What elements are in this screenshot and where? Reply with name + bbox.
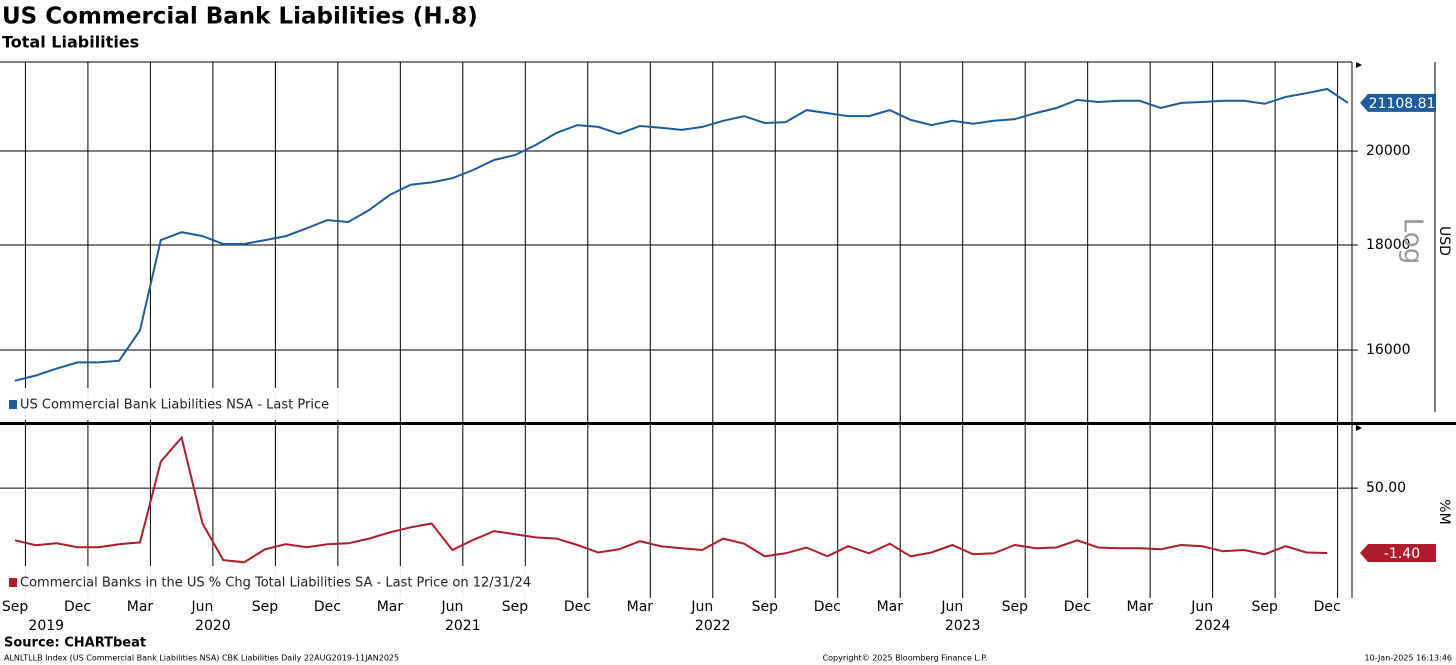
- last-value-label: 21108.81: [1369, 96, 1436, 112]
- x-year-label: 2020: [195, 618, 231, 634]
- x-year-label: 2024: [1195, 618, 1231, 634]
- x-tick-label: Sep: [502, 599, 529, 615]
- chart-subtitle: Total Liabilities: [2, 33, 139, 52]
- x-year-label: 2019: [28, 618, 64, 634]
- last-value-tag: [1360, 544, 1436, 563]
- x-tick-label: Sep: [1252, 599, 1279, 615]
- legend-box: [5, 566, 556, 598]
- legend-label: US Commercial Bank Liabilities NSA - Las…: [20, 398, 329, 413]
- x-tick-label: Jun: [191, 599, 214, 615]
- x-tick-label: Mar: [377, 599, 404, 615]
- scale-label: Log: [1398, 218, 1428, 264]
- y-tick-label: 20000: [1366, 143, 1411, 159]
- legend-swatch: [9, 578, 17, 587]
- x-year-label: 2021: [445, 618, 481, 634]
- x-year-label: 2022: [695, 618, 731, 634]
- y-tick-label: 18000: [1366, 237, 1411, 253]
- x-tick-label: Mar: [127, 599, 154, 615]
- y-tick-label: 16000: [1366, 342, 1411, 358]
- data-line: [14, 87, 1349, 382]
- x-tick-label: Mar: [1127, 599, 1154, 615]
- x-tick-label: Mar: [877, 599, 904, 615]
- x-tick-label: Dec: [564, 599, 591, 615]
- y-tick-label: 50.00: [1366, 480, 1406, 496]
- x-tick-label: Jun: [940, 599, 963, 615]
- x-tick-label: Sep: [752, 599, 779, 615]
- source: Source: CHARTbeat: [4, 636, 146, 651]
- axis-arrow: [1356, 425, 1362, 431]
- x-tick-label: Sep: [252, 599, 279, 615]
- chart-title: US Commercial Bank Liabilities (H.8): [2, 4, 478, 30]
- x-tick-label: Jun: [690, 599, 713, 615]
- footer-copyright: Copyright© 2025 Bloomberg Finance L.P.: [823, 654, 988, 663]
- x-tick-label: Dec: [1314, 599, 1341, 615]
- legend-swatch: [9, 400, 17, 409]
- x-tick-label: Sep: [2, 599, 29, 615]
- legend-box: [5, 388, 344, 420]
- footer-timestamp: 10-Jan-2025 16:13:46: [1364, 654, 1452, 663]
- x-year-label: 2023: [945, 618, 981, 634]
- x-tick-label: Sep: [1002, 599, 1029, 615]
- axis-arrow: [1356, 62, 1362, 68]
- x-tick-label: Dec: [1064, 599, 1091, 615]
- footer-index: ALNLTLLB Index (US Commercial Bank Liabi…: [4, 654, 399, 663]
- x-tick-label: Dec: [314, 599, 341, 615]
- y-axis-label: USD: [1436, 226, 1452, 256]
- x-tick-label: Dec: [64, 599, 91, 615]
- x-tick-label: Jun: [440, 599, 463, 615]
- last-value-label: -1.40: [1384, 546, 1420, 562]
- x-tick-label: Mar: [627, 599, 654, 615]
- x-tick-label: Dec: [814, 599, 841, 615]
- last-value-tag: [1360, 93, 1436, 112]
- y-axis-label: %M: [1436, 499, 1452, 524]
- data-line: [14, 435, 1328, 564]
- x-tick-label: Jun: [1190, 599, 1213, 615]
- legend-label: Commercial Banks in the US % Chg Total L…: [20, 576, 531, 591]
